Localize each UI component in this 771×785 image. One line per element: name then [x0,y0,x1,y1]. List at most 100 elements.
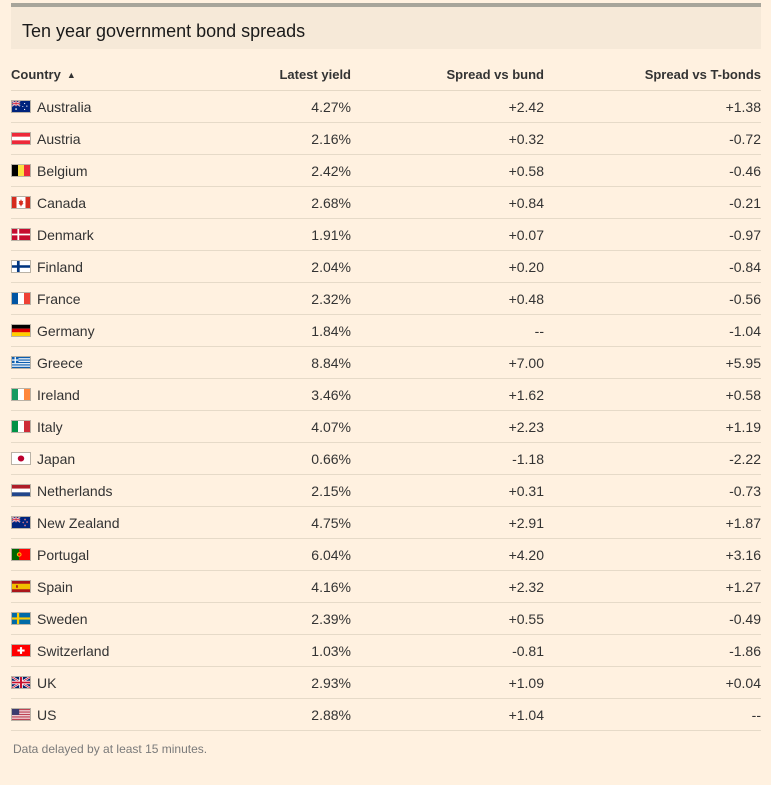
spread-vs-bund-cell: +1.62 [351,378,544,411]
country-cell-content: Switzerland [11,643,181,659]
spread-vs-bund-cell: -1.18 [351,442,544,475]
country-name: Portugal [37,546,90,563]
country-cell-content: France [11,291,181,307]
latest-yield-cell: 2.15% [181,474,351,507]
table-row: Spain 4.16% +2.32 +1.27 [11,570,761,603]
australia-flag-icon [11,100,31,113]
spread-vs-bund-cell: +0.31 [351,474,544,507]
spread-vs-bund-cell: +2.32 [351,570,544,603]
country-name: US [37,706,57,723]
country-name: New Zealand [37,514,120,531]
table-header-row: Country ▲ Latest yield Spread vs bund Spr… [11,58,761,91]
netherlands-flag-icon [11,484,31,497]
country-cell: Belgium [11,154,181,187]
spread-vs-bund-cell: +0.48 [351,282,544,315]
spread-vs-tbonds-cell: +0.58 [544,378,761,411]
country-cell: France [11,282,181,315]
country-cell: Finland [11,250,181,283]
finland-flag-icon [11,260,31,273]
country-name: Belgium [37,162,88,179]
spread-vs-bund-cell: +1.04 [351,698,544,731]
spread-vs-tbonds-cell: -0.97 [544,218,761,251]
table-row: New Zealand 4.75% +2.91 +1.87 [11,506,761,539]
sort-ascending-icon[interactable]: ▲ [66,69,76,80]
country-name: Netherlands [37,482,113,499]
country-name: Germany [37,322,95,339]
latest-yield-cell: 4.07% [181,410,351,443]
latest-yield-column-header[interactable]: Latest yield [181,58,351,91]
latest-yield-cell: 8.84% [181,346,351,379]
latest-yield-cell: 2.16% [181,122,351,155]
france-flag-icon [11,292,31,305]
latest-yield-cell: 2.88% [181,698,351,731]
table-row: Switzerland 1.03% -0.81 -1.86 [11,634,761,667]
spread-vs-tbonds-cell: -0.49 [544,602,761,635]
latest-yield-cell: 6.04% [181,538,351,571]
spread-vs-tbonds-cell: -0.56 [544,282,761,315]
country-name: Sweden [37,610,88,627]
spread-vs-tbonds-cell: -2.22 [544,442,761,475]
spread-vs-bund-cell: +7.00 [351,346,544,379]
country-name: Ireland [37,386,80,403]
spread-vs-bund-cell: +0.58 [351,154,544,187]
latest-yield-cell: 1.03% [181,634,351,667]
spread-vs-bund-cell: +0.32 [351,122,544,155]
italy-flag-icon [11,420,31,433]
latest-yield-cell: 4.27% [181,90,351,123]
spread-vs-bund-cell: +4.20 [351,538,544,571]
table-row: France 2.32% +0.48 -0.56 [11,282,761,315]
table-row: Japan 0.66% -1.18 -2.22 [11,442,761,475]
country-cell-content: Netherlands [11,483,181,499]
country-cell: UK [11,666,181,699]
switzerland-flag-icon [11,644,31,657]
latest-yield-cell: 2.39% [181,602,351,635]
country-name: Austria [37,130,81,147]
country-cell-content: Spain [11,579,181,595]
spread-vs-tbonds-cell: +1.38 [544,90,761,123]
country-cell: Greece [11,346,181,379]
country-cell-content: Austria [11,131,181,147]
country-name: France [37,290,81,307]
country-name: UK [37,674,57,691]
table-row: Austria 2.16% +0.32 -0.72 [11,122,761,155]
country-cell-content: Portugal [11,547,181,563]
spread-vs-tbonds-cell: +1.27 [544,570,761,603]
latest-yield-cell: 1.84% [181,314,351,347]
greece-flag-icon [11,356,31,369]
table-row: Australia 4.27% +2.42 +1.38 [11,90,761,123]
country-cell-content: Finland [11,259,181,275]
latest-yield-cell: 4.16% [181,570,351,603]
country-cell-content: Denmark [11,227,181,243]
latest-yield-cell: 2.04% [181,250,351,283]
country-cell-content: Germany [11,323,181,339]
spread-vs-tbonds-cell: -0.46 [544,154,761,187]
country-cell-content: Greece [11,355,181,371]
table-row: Greece 8.84% +7.00 +5.95 [11,346,761,379]
spread-vs-tbonds-column-header[interactable]: Spread vs T-bonds [544,58,761,91]
country-cell: Japan [11,442,181,475]
us-flag-icon [11,708,31,721]
spread-vs-bund-cell: +1.09 [351,666,544,699]
table-row: Netherlands 2.15% +0.31 -0.73 [11,474,761,507]
country-cell: US [11,698,181,731]
latest-yield-cell: 3.46% [181,378,351,411]
portugal-flag-icon [11,548,31,561]
country-cell: Italy [11,410,181,443]
spread-vs-tbonds-cell: -0.21 [544,186,761,219]
spread-vs-tbonds-cell: +0.04 [544,666,761,699]
canada-flag-icon [11,196,31,209]
spread-vs-bund-column-header[interactable]: Spread vs bund [351,58,544,91]
country-cell: New Zealand [11,506,181,539]
spain-flag-icon [11,580,31,593]
spread-vs-bund-cell: -- [351,314,544,347]
spread-vs-tbonds-cell: +5.95 [544,346,761,379]
country-name: Spain [37,578,73,595]
country-column-header[interactable]: Country ▲ [11,58,181,91]
country-cell: Austria [11,122,181,155]
japan-flag-icon [11,452,31,465]
country-cell-content: US [11,707,181,723]
table-row: Ireland 3.46% +1.62 +0.58 [11,378,761,411]
country-name: Italy [37,418,63,435]
latest-yield-cell: 2.32% [181,282,351,315]
